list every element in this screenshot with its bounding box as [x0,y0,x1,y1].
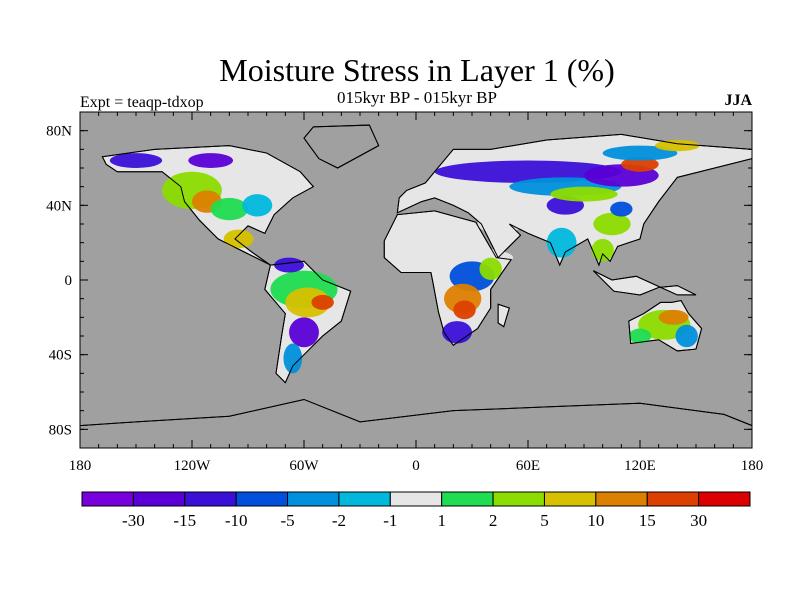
anomaly-region [311,294,334,310]
colorbar-label: -2 [332,511,346,530]
anomaly-region [610,201,633,217]
anomaly-region [442,321,473,344]
colorbar-box [184,491,237,507]
lon-label: 60W [289,458,319,474]
colorbar-box [646,491,700,507]
lat-label: 0 [65,273,73,289]
colorbar-label: 2 [489,511,498,530]
season-label: JJA [724,92,752,109]
anomaly-region [210,197,249,221]
colorbar-box [441,491,494,507]
colorbar-label: -5 [280,511,294,530]
coastline-eurasia [396,133,752,267]
lon-label: 180 [69,458,92,474]
anomaly-region [621,156,659,172]
colorbar-label: 5 [540,511,549,530]
anomaly-region [654,139,700,152]
colorbar-box [287,491,340,507]
coastline-australia [628,299,703,352]
colorbar-box [132,491,186,507]
anomaly-region [289,317,319,348]
anomaly-region [223,229,254,249]
lat-label: 80S [49,422,72,438]
anomaly-region [658,309,689,325]
anomaly-region [188,153,234,169]
anomaly-region [109,153,163,169]
coastline-north-america [101,145,315,266]
colorbar-label: 10 [587,511,604,530]
anomaly-region [283,343,303,374]
plot-subtitle: 015kyr BP - 015kyr BP [337,88,497,107]
colorbar-box [595,491,648,507]
anomaly-region [628,328,652,344]
lon-label: 120W [174,458,212,474]
colorbar-box [235,491,289,507]
anomaly-region [591,238,614,262]
lat-label: 80N [46,124,72,140]
coastline-africa [383,210,513,347]
colorbar-box [492,491,545,507]
colorbar-label: -15 [173,511,196,530]
lon-label: 120E [624,458,656,474]
lat-label: 40S [49,348,72,364]
anomaly-region [602,145,678,161]
lon-label: 180 [741,458,764,474]
colorbar-box [389,491,443,507]
anomaly-region [546,227,577,258]
anomaly-region [274,257,305,273]
anomaly-region [477,214,523,234]
anomaly-layer [80,124,752,448]
colorbar-label: 30 [690,511,707,530]
coastline-indonesia [592,270,697,296]
colorbar-label: 1 [437,511,446,530]
coastline-madagascar [497,303,510,328]
colorbar-label: -30 [122,511,145,530]
anomaly-region [593,212,631,236]
colorbar-label: -10 [225,511,248,530]
axis-ticks: 80N 40N 0 40S 80S 180 120W 60W 0 60E 120E 180 [46,111,764,474]
coastline-antarctica [80,398,752,448]
lat-label: 40N [46,198,72,214]
colorbar-box [338,491,391,507]
lon-label: 0 [412,458,420,474]
anomaly-region [242,194,273,217]
anomaly-region [675,324,698,348]
coastline-greenland [303,124,380,169]
colorbar-box [543,491,597,507]
anomaly-region [479,257,502,281]
colorbar-box [698,491,751,507]
anomaly-region [550,186,618,202]
experiment-label: Expt = teaqp-tdxop [80,94,204,111]
anomaly-region [285,287,331,318]
colorbar-label: 15 [639,511,656,530]
anomaly-region [434,160,622,183]
lon-label: 60E [516,458,540,474]
coastline-south-america [264,260,352,384]
colorbar-label: -1 [383,511,397,530]
plot-title: Moisture Stress in Layer 1 (%) [219,52,615,88]
colorbar: -30 -15 -10 -5 -2 -1 1 2 5 10 15 30 [81,491,751,530]
anomaly-region [453,300,476,320]
colorbar-box [81,491,134,507]
